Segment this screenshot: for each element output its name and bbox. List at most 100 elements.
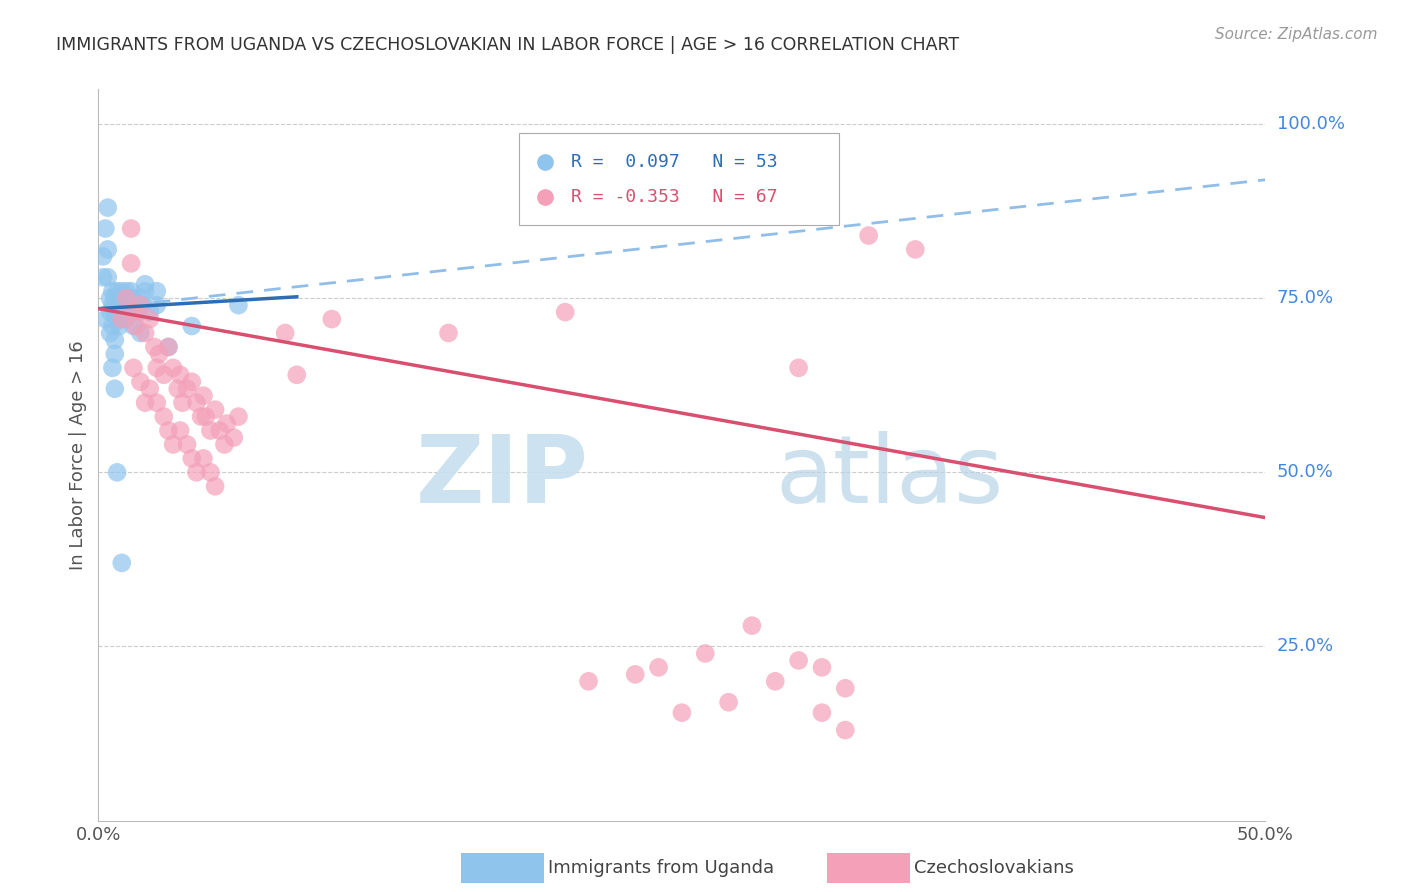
Text: 100.0%: 100.0%: [1277, 115, 1344, 133]
Point: [104, 333, 127, 347]
Point: [111, 556, 134, 570]
Point: [111, 312, 134, 326]
Point: [111, 312, 134, 326]
Point: [717, 695, 740, 709]
Text: ZIP: ZIP: [416, 431, 589, 523]
Point: [105, 298, 128, 312]
Point: [139, 382, 162, 396]
Point: [200, 466, 222, 480]
Point: [122, 291, 145, 305]
Y-axis label: In Labor Force | Age > 16: In Labor Force | Age > 16: [69, 340, 87, 570]
Point: [108, 319, 131, 334]
Point: [904, 243, 927, 257]
Point: [127, 305, 149, 319]
Point: [129, 375, 152, 389]
Point: [91, 270, 114, 285]
Point: [125, 298, 148, 312]
Point: [111, 298, 134, 312]
Point: [166, 382, 188, 396]
Point: [215, 417, 238, 431]
Point: [125, 319, 148, 334]
Point: [180, 451, 202, 466]
Point: [695, 647, 717, 661]
Text: IMMIGRANTS FROM UGANDA VS CZECHOSLOVAKIAN IN LABOR FORCE | AGE > 16 CORRELATION : IMMIGRANTS FROM UGANDA VS CZECHOSLOVAKIA…: [56, 36, 959, 54]
Point: [157, 340, 180, 354]
Point: [204, 402, 226, 417]
Point: [437, 326, 460, 340]
Point: [98, 305, 121, 319]
Point: [811, 660, 834, 674]
Point: [190, 409, 212, 424]
Point: [97, 243, 120, 257]
Point: [111, 284, 134, 298]
Point: [176, 437, 198, 451]
Point: [214, 437, 236, 451]
Point: [162, 437, 184, 451]
Text: 50.0%: 50.0%: [1277, 463, 1333, 482]
Text: 75.0%: 75.0%: [1277, 289, 1334, 307]
FancyBboxPatch shape: [519, 133, 839, 225]
Point: [176, 382, 198, 396]
Point: [152, 409, 174, 424]
Point: [134, 284, 156, 298]
Text: Immigrants from Uganda: Immigrants from Uganda: [548, 859, 775, 877]
Text: Source: ZipAtlas.com: Source: ZipAtlas.com: [1215, 27, 1378, 42]
Point: [129, 298, 152, 312]
Point: [200, 424, 222, 438]
Point: [858, 228, 880, 243]
Point: [112, 291, 135, 305]
Text: R =  0.097   N = 53: R = 0.097 N = 53: [571, 153, 778, 171]
Point: [180, 319, 202, 334]
Point: [834, 681, 856, 696]
Point: [105, 312, 128, 326]
Point: [122, 360, 145, 375]
Point: [671, 706, 693, 720]
Point: [157, 424, 180, 438]
Point: [172, 395, 194, 409]
Point: [104, 382, 127, 396]
Point: [274, 326, 297, 340]
Point: [122, 319, 145, 334]
Point: [91, 249, 114, 263]
Point: [787, 360, 810, 375]
Point: [811, 706, 834, 720]
Point: [129, 291, 152, 305]
Point: [321, 312, 343, 326]
Point: [180, 375, 202, 389]
Point: [94, 221, 117, 235]
Point: [115, 291, 138, 305]
Point: [741, 618, 763, 632]
Point: [162, 360, 184, 375]
Point: [94, 312, 117, 326]
Point: [148, 347, 170, 361]
Point: [115, 284, 138, 298]
Point: [108, 291, 131, 305]
Point: [101, 360, 124, 375]
Point: [139, 312, 162, 326]
Point: [97, 270, 120, 285]
Point: [118, 305, 141, 319]
Point: [132, 298, 155, 312]
Point: [143, 340, 166, 354]
Point: [834, 723, 856, 737]
Point: [120, 256, 142, 270]
Point: [169, 368, 191, 382]
Point: [146, 284, 169, 298]
Point: [104, 291, 127, 305]
Point: [222, 430, 245, 444]
Point: [98, 326, 121, 340]
Point: [146, 395, 169, 409]
Point: [134, 326, 156, 340]
Point: [105, 466, 128, 480]
Text: R = -0.353   N = 67: R = -0.353 N = 67: [571, 187, 778, 206]
Point: [193, 451, 215, 466]
Point: [101, 284, 124, 298]
Point: [228, 409, 250, 424]
Point: [624, 667, 647, 681]
Point: [97, 201, 120, 215]
Point: [186, 466, 208, 480]
Point: [98, 291, 121, 305]
Point: [105, 284, 128, 298]
Point: [554, 305, 576, 319]
Point: [285, 368, 308, 382]
